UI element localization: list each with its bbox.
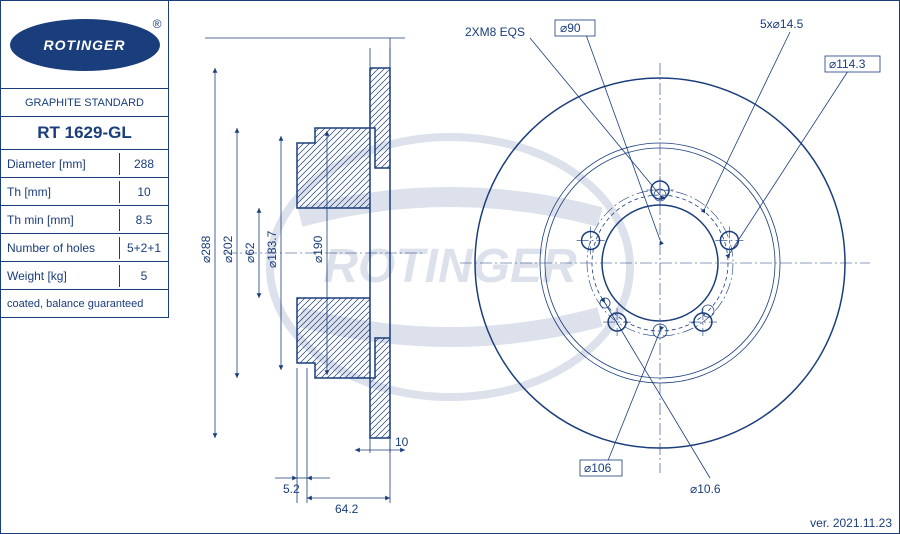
spec-value: 10	[120, 181, 168, 203]
part-number: RT 1629-GL	[1, 117, 169, 150]
spec-row: Weight [kg]5	[1, 262, 169, 290]
svg-text:⌀190: ⌀190	[311, 235, 325, 263]
spec-label: Th min [mm]	[1, 209, 120, 231]
spec-value: 288	[120, 153, 168, 175]
rotinger-logo: ROTINGER ®	[10, 15, 160, 75]
svg-text:⌀202: ⌀202	[221, 235, 235, 263]
svg-text:⌀288: ⌀288	[199, 235, 213, 263]
section-view: ⌀288 ⌀202 ⌀62 ⌀183.7 ⌀190 10 5.2 64.2	[175, 8, 435, 518]
svg-text:5.2: 5.2	[283, 482, 300, 496]
version-label: ver. 2021.11.23	[810, 516, 892, 530]
spec-row: Number of holes5+2+1	[1, 234, 169, 262]
spec-value: 8.5	[120, 209, 168, 231]
spec-row: Th [mm]10	[1, 178, 169, 206]
svg-text:⌀10.6: ⌀10.6	[690, 482, 721, 496]
svg-text:⌀62: ⌀62	[243, 242, 257, 263]
logo-text: ROTINGER	[44, 37, 126, 53]
spec-label: Number of holes	[1, 237, 120, 259]
registered-icon: ®	[153, 17, 162, 31]
svg-text:⌀114.3: ⌀114.3	[829, 57, 866, 71]
spec-row: Th min [mm]8.5	[1, 206, 169, 234]
spec-label: Weight [kg]	[1, 265, 120, 287]
front-view: ⌀90 2XM8 EQS 5x⌀14.5 ⌀114.3 ⌀106 ⌀10.6	[430, 8, 895, 518]
product-line: GRAPHITE STANDARD	[1, 89, 169, 117]
svg-text:10: 10	[395, 435, 409, 449]
svg-text:2XM8 EQS: 2XM8 EQS	[465, 25, 525, 39]
logo-container: ROTINGER ®	[1, 1, 169, 89]
spec-note: coated, balance guaranteed	[1, 290, 169, 318]
svg-text:64.2: 64.2	[335, 502, 359, 516]
spec-row: Diameter [mm]288	[1, 150, 169, 178]
spec-value: 5	[120, 265, 168, 287]
svg-text:⌀90: ⌀90	[560, 21, 581, 35]
svg-text:5x⌀14.5: 5x⌀14.5	[760, 17, 804, 31]
svg-text:⌀106: ⌀106	[584, 461, 612, 475]
spec-value: 5+2+1	[120, 237, 168, 259]
spec-table: GRAPHITE STANDARD RT 1629-GL Diameter [m…	[1, 89, 169, 318]
spec-label: Th [mm]	[1, 181, 120, 203]
spec-label: Diameter [mm]	[1, 153, 120, 175]
svg-text:⌀183.7: ⌀183.7	[265, 230, 279, 268]
